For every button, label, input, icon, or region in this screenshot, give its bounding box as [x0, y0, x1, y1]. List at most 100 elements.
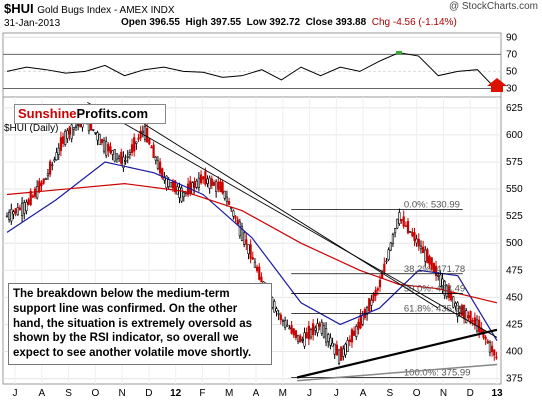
candle-body — [450, 292, 453, 301]
candle-body — [40, 182, 43, 187]
candle-body — [329, 337, 332, 346]
x-tick-label: 13 — [491, 388, 503, 399]
candle-body — [467, 315, 470, 319]
candle-body — [122, 156, 125, 168]
candle-body — [249, 244, 252, 259]
candle-body — [178, 187, 181, 198]
fib-level-label: 0.0%: 530.99 — [404, 200, 460, 211]
candle-body — [42, 178, 45, 184]
candle-body — [245, 239, 248, 245]
candle-body — [243, 232, 246, 245]
candle-body — [312, 323, 315, 336]
candle-body — [49, 161, 52, 175]
candle-body — [348, 339, 351, 342]
rsi-tick-label: 50 — [506, 66, 518, 77]
symbol-label: $HUI (Daily) — [4, 123, 59, 134]
close-value: Close 393.88 — [305, 17, 367, 28]
candle-body — [29, 190, 32, 205]
candle-body — [232, 210, 235, 217]
candle-body — [424, 249, 427, 262]
x-tick-label: S — [387, 388, 394, 399]
candle-body — [387, 249, 390, 260]
candle-body — [490, 345, 494, 353]
candle-body — [318, 323, 321, 327]
candle-body — [70, 124, 73, 139]
candle-body — [432, 263, 435, 272]
logo-part2: Profits.com — [76, 106, 149, 121]
candle-body — [398, 212, 401, 224]
ma-long-line — [6, 183, 498, 304]
price-tick-label: 425 — [506, 319, 523, 330]
candle-body — [320, 321, 323, 334]
candle-body — [359, 314, 362, 329]
price-tick-label: 550 — [506, 184, 523, 195]
candle-body — [385, 260, 388, 263]
candle-body — [389, 242, 392, 251]
high-value: High 397.55 — [185, 17, 242, 28]
candle-body — [400, 219, 403, 221]
candle-body — [193, 181, 196, 188]
candle-body — [113, 149, 116, 162]
candle-body — [217, 181, 220, 190]
candle-body — [437, 275, 440, 277]
watermark: @ StockCharts.com — [448, 1, 538, 12]
candle-body — [227, 201, 231, 205]
candle-body — [109, 146, 112, 153]
candle-body — [230, 207, 233, 210]
logo: SunshineProfits.com — [14, 104, 166, 124]
candle-body — [102, 140, 106, 152]
candle-body — [5, 215, 9, 218]
change-value: Chg -4.56 (-1.14%) — [371, 17, 457, 28]
low-value: Low 392.72 — [246, 17, 300, 28]
candle-body — [353, 330, 356, 336]
price-tick-label: 600 — [506, 130, 523, 141]
candle-body — [391, 234, 395, 245]
candle-body — [51, 164, 54, 167]
candle-body — [210, 178, 213, 186]
candle-body — [154, 156, 157, 161]
candle-body — [288, 327, 291, 330]
candle-body — [238, 221, 241, 237]
candle-body — [273, 301, 276, 313]
candle-body — [25, 201, 28, 212]
candle-body — [57, 147, 60, 155]
fib-level-label: 50.0%: 453.49 — [404, 284, 465, 295]
candle-body — [286, 324, 289, 327]
index-name: Gold Bugs Index - AMEX INDX — [37, 5, 175, 16]
candle-body — [357, 321, 360, 330]
candle-body — [133, 137, 136, 152]
candle-body — [195, 180, 198, 188]
candle-body — [255, 266, 259, 272]
candle-body — [365, 307, 369, 316]
candle-body — [439, 274, 442, 287]
candle-body — [156, 160, 160, 169]
candle-body — [355, 326, 358, 337]
candle-body — [141, 130, 144, 134]
candle-body — [456, 302, 459, 317]
candle-body — [346, 340, 349, 352]
candle-body — [44, 177, 47, 180]
candle-body — [66, 130, 69, 139]
candle-body — [316, 323, 319, 334]
x-tick-label: D — [467, 388, 474, 399]
price-tick-label: 575 — [506, 157, 523, 168]
candle-body — [92, 129, 95, 131]
candle-body — [458, 308, 461, 313]
candle-body — [10, 209, 13, 222]
candle-body — [171, 181, 175, 189]
candle-body — [197, 177, 200, 188]
symbol-text: $HUI — [4, 1, 34, 16]
candle-body — [344, 343, 347, 356]
candle-body — [294, 330, 298, 339]
x-tick-label: S — [65, 388, 72, 399]
open-value: Open 396.55 — [121, 17, 180, 28]
candle-body — [100, 138, 103, 143]
candle-body — [174, 180, 177, 193]
candle-body — [8, 211, 11, 220]
candle-body — [223, 190, 226, 199]
candle-body — [299, 335, 302, 343]
candle-body — [53, 159, 56, 162]
candle-body — [484, 336, 487, 340]
fib-level-label: 100.0%: 375.99 — [404, 368, 471, 379]
candle-body — [77, 124, 80, 126]
